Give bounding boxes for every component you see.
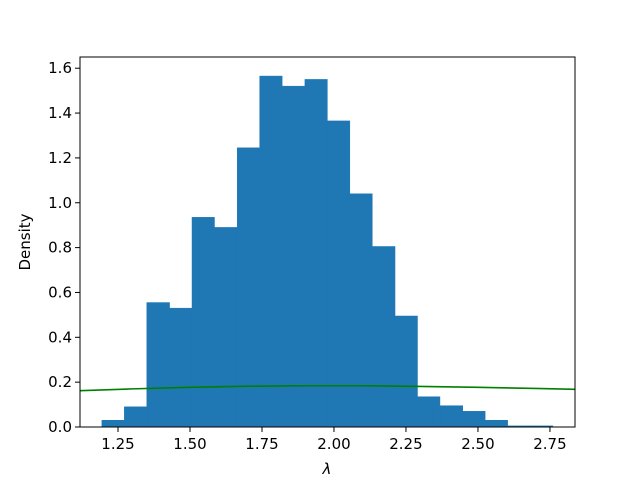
bar — [281, 85, 306, 428]
y-tick-label: 1.4 — [48, 104, 72, 122]
x-tick-label: 1.25 — [101, 435, 134, 453]
bar — [236, 147, 260, 428]
bar — [169, 307, 193, 428]
bar — [259, 75, 283, 428]
bar — [484, 420, 508, 428]
y-tick-label: 1.6 — [48, 59, 72, 77]
y-tick-label: 1.0 — [48, 194, 72, 212]
x-axis-label: λ — [322, 460, 332, 478]
y-tick-label: 0.0 — [48, 418, 72, 436]
bar — [191, 217, 215, 428]
y-axis-label: Density — [16, 213, 34, 270]
x-tick-label: 2.75 — [533, 435, 566, 453]
x-tick-label: 2.00 — [317, 435, 350, 453]
density-line — [79, 384, 576, 392]
x-tick-label: 2.50 — [461, 435, 494, 453]
bar — [327, 120, 351, 428]
y-tick-label: 1.2 — [48, 149, 72, 167]
bar — [417, 396, 441, 428]
y-tick-label: 0.4 — [48, 328, 72, 346]
x-tick-label: 1.50 — [173, 435, 206, 453]
x-tick-label: 1.75 — [245, 435, 278, 453]
bar — [372, 246, 396, 428]
bar — [462, 411, 486, 428]
bar — [304, 79, 328, 428]
bar — [349, 193, 373, 428]
bar — [214, 227, 238, 428]
bar — [394, 315, 418, 428]
bar — [101, 420, 125, 428]
bar — [146, 302, 170, 428]
plot-frame — [79, 56, 576, 428]
bar — [439, 405, 463, 428]
y-tick-label: 0.2 — [48, 373, 72, 391]
x-tick-label: 2.25 — [389, 435, 422, 453]
y-tick-label: 0.6 — [48, 283, 72, 301]
bar — [124, 406, 148, 428]
y-tick-label: 0.8 — [48, 239, 72, 257]
